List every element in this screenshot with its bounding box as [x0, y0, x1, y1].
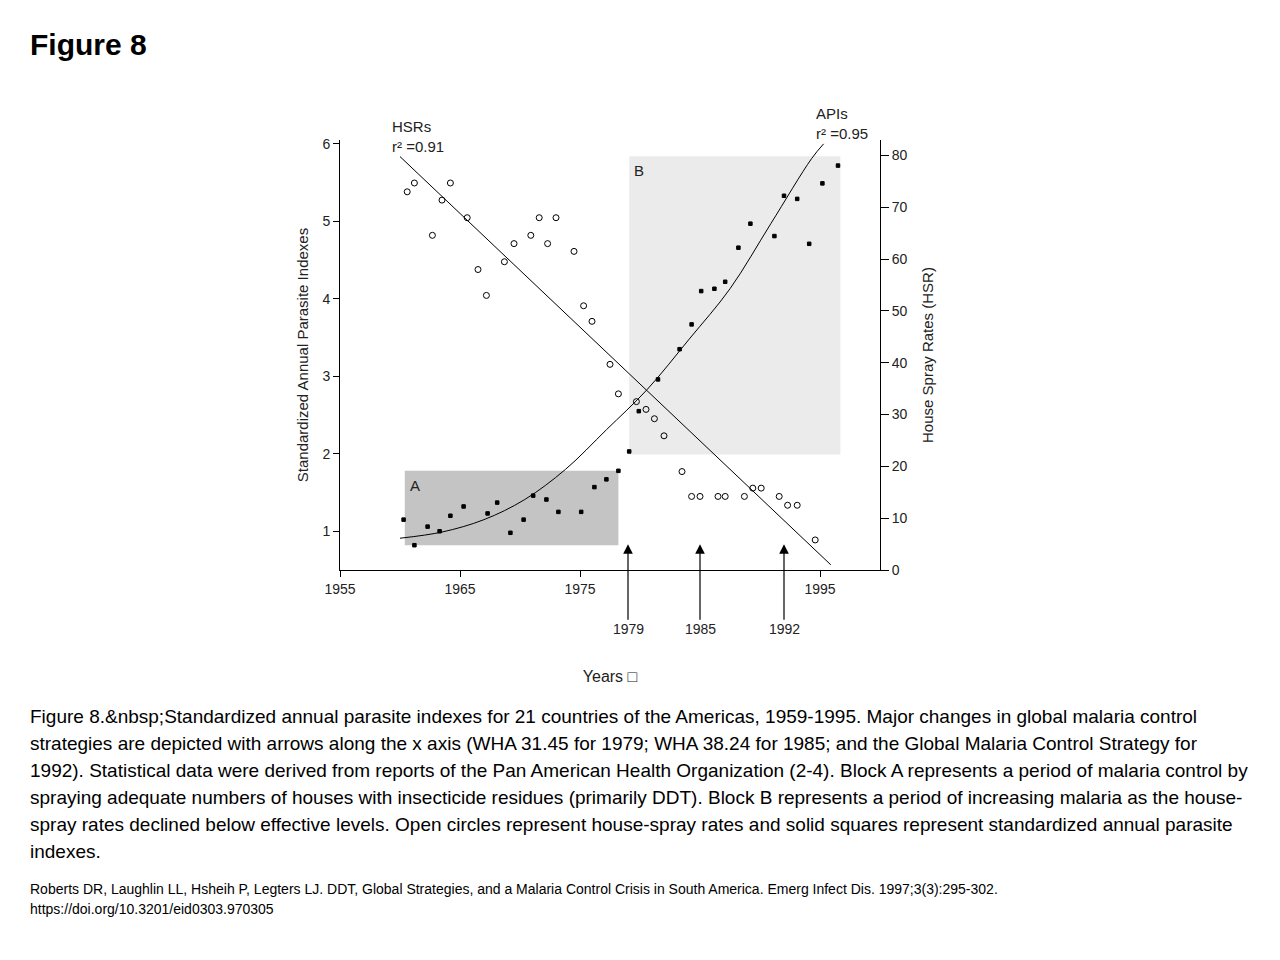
- svg-text:B: B: [634, 162, 644, 179]
- svg-text:1985: 1985: [685, 621, 716, 637]
- svg-text:1992: 1992: [769, 621, 800, 637]
- svg-text:2: 2: [322, 446, 330, 462]
- html-text:https://doi.org/10.3201/eid030: https://doi.org/10.3201/eid0303.970305: [30, 901, 274, 917]
- svg-text:House Spray Rates (HSR): House Spray Rates (HSR): [919, 267, 936, 443]
- svg-text:60: 60: [892, 251, 908, 267]
- svg-text:1: 1: [322, 523, 330, 539]
- svg-text:6: 6: [322, 136, 330, 152]
- svg-text:5: 5: [322, 213, 330, 229]
- svg-text:1955: 1955: [324, 581, 355, 597]
- svg-text:A: A: [410, 477, 420, 494]
- svg-text:10: 10: [892, 510, 908, 526]
- svg-text:70: 70: [892, 199, 908, 215]
- svg-text:1979: 1979: [613, 621, 644, 637]
- svg-text:50: 50: [892, 303, 908, 319]
- svg-text:Years □: Years □: [583, 668, 638, 685]
- svg-text:1965: 1965: [444, 581, 475, 597]
- svg-text:APIsr² =0.95: APIsr² =0.95: [816, 105, 868, 142]
- svg-text:1995: 1995: [804, 581, 835, 597]
- html-text:Roberts DR, Laughlin LL, Hshei: Roberts DR, Laughlin LL, Hsheih P, Legte…: [30, 881, 998, 897]
- svg-text:3: 3: [322, 368, 330, 384]
- svg-text:1975: 1975: [564, 581, 595, 597]
- svg-text:Standardized Annual Parasite I: Standardized Annual Parasite Indexes: [294, 228, 311, 482]
- svg-text:HSRsr² =0.91: HSRsr² =0.91: [392, 118, 444, 155]
- svg-text:0: 0: [892, 562, 900, 578]
- html-text:Figure 8: Figure 8: [30, 28, 147, 61]
- svg-text:20: 20: [892, 458, 908, 474]
- html-text:Figure 8.&nbsp;Standardized an: Figure 8.&nbsp;Standardized annual paras…: [30, 706, 1248, 862]
- svg-text:40: 40: [892, 355, 908, 371]
- svg-text:4: 4: [322, 291, 330, 307]
- svg-text:30: 30: [892, 406, 908, 422]
- svg-text:80: 80: [892, 147, 908, 163]
